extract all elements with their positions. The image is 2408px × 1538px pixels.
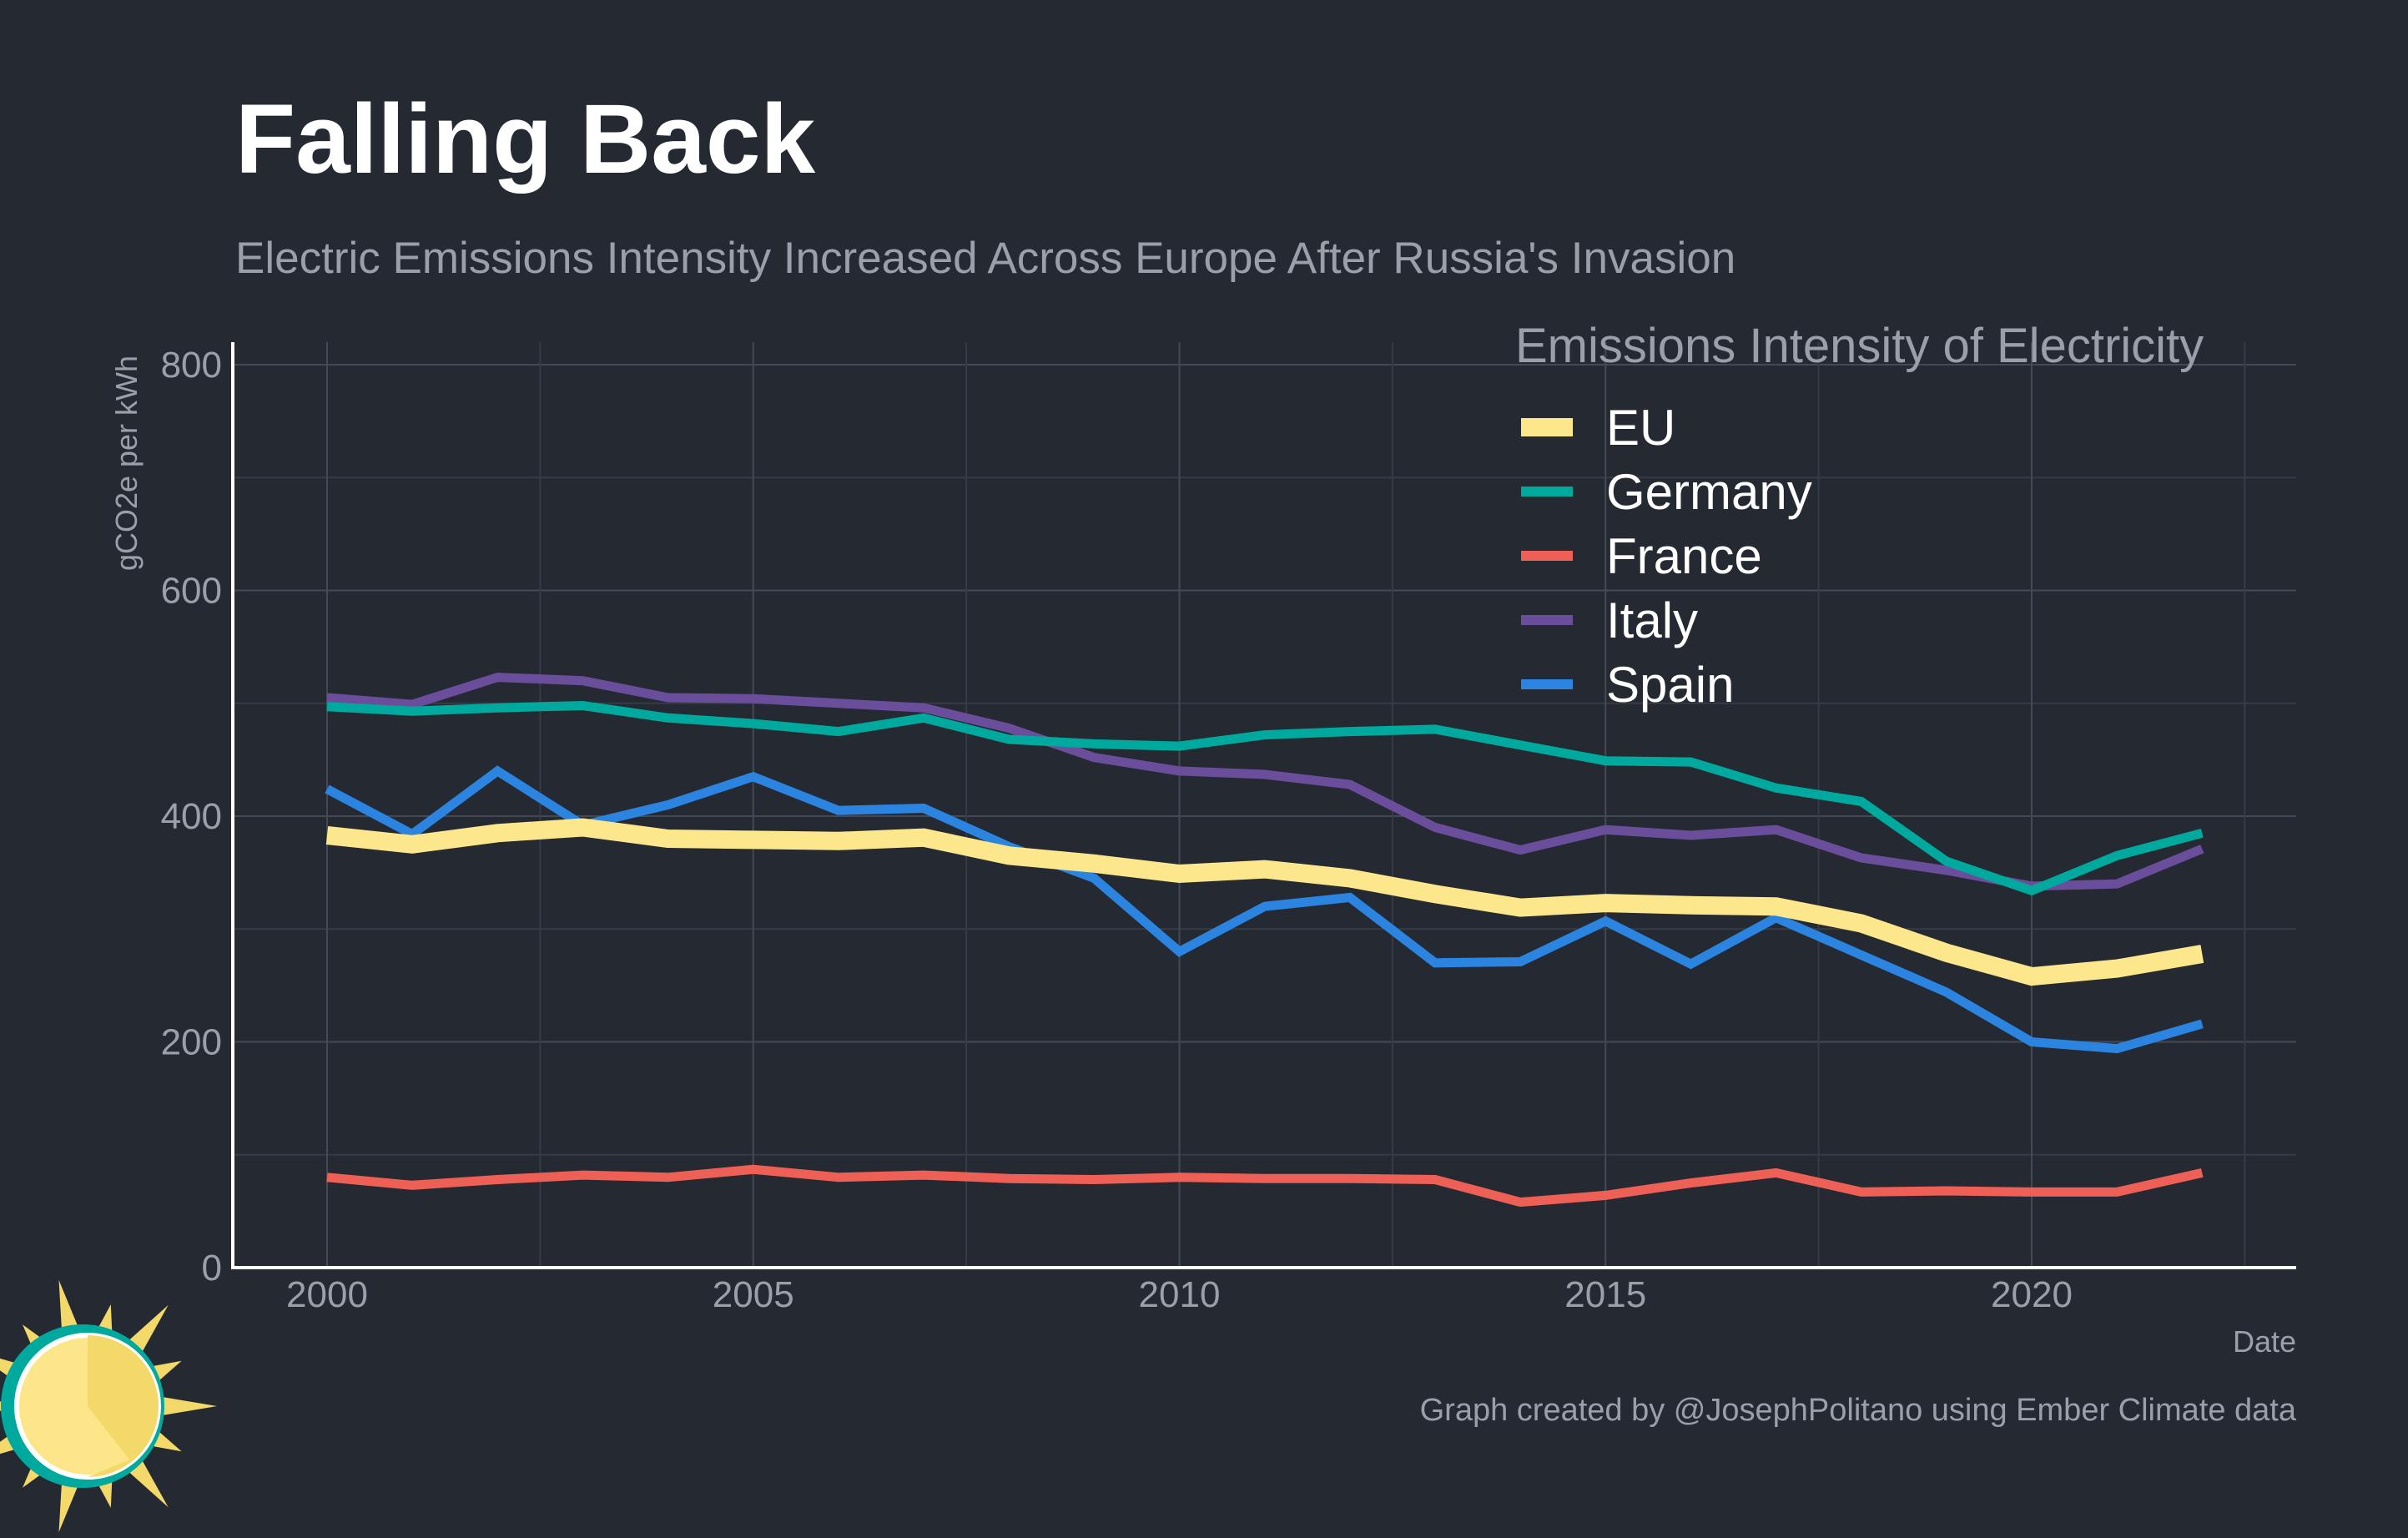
legend-label-spain: Spain — [1606, 657, 1734, 713]
legend-swatch-germany — [1521, 487, 1573, 497]
chart-title: Falling Back — [235, 84, 816, 194]
series-line-eu — [325, 818, 2204, 986]
y-tick-labels: 0 200 400 600 800 — [161, 345, 222, 1288]
y-tick-label: 0 — [202, 1248, 222, 1288]
x-tick-label: 2005 — [713, 1274, 794, 1315]
y-axis-title: gCO2e per kWh — [109, 356, 144, 571]
legend-swatch-spain — [1521, 679, 1573, 689]
chart-subtitle: Electric Emissions Intensity Increased A… — [235, 234, 1736, 283]
sun-logo-shade — [88, 1335, 159, 1477]
grid-lines — [233, 342, 2296, 1268]
y-tick-label: 800 — [161, 345, 222, 386]
legend-title: Emissions Intensity of Electricity — [1515, 319, 2204, 373]
legend-swatch-eu — [1521, 418, 1573, 436]
source-caption: Graph created by @JosephPolitano using E… — [1420, 1393, 2297, 1428]
x-tick-label: 2015 — [1564, 1274, 1646, 1315]
x-tick-label: 2010 — [1139, 1274, 1221, 1315]
y-tick-label: 400 — [161, 796, 222, 837]
axes — [231, 342, 2296, 1269]
legend-label-germany: Germany — [1606, 464, 1812, 520]
legend-swatch-italy — [1521, 615, 1573, 625]
series-line-germany — [326, 700, 2204, 896]
series-lines — [325, 673, 2204, 1208]
legend-swatch-france — [1521, 551, 1573, 561]
x-tick-labels: 2000 2005 2010 2015 2020 — [286, 1274, 2073, 1315]
legend: Emissions Intensity of Electricity EU Ger… — [1515, 319, 2204, 713]
legend-label-france: France — [1606, 528, 1762, 584]
x-tick-label: 2020 — [1991, 1274, 2073, 1315]
legend-label-eu: EU — [1606, 400, 1675, 456]
x-tick-label: 2000 — [286, 1274, 368, 1315]
y-tick-label: 600 — [161, 571, 222, 612]
x-axis-title: Date — [2233, 1324, 2296, 1359]
legend-label-italy: Italy — [1606, 593, 1698, 648]
sun-ray — [153, 1395, 217, 1417]
sun-icon — [0, 1279, 217, 1533]
series-line-spain — [325, 765, 2204, 1054]
series-line-italy — [326, 673, 2204, 891]
series-line-france — [326, 1164, 2204, 1208]
y-tick-label: 200 — [161, 1022, 222, 1063]
